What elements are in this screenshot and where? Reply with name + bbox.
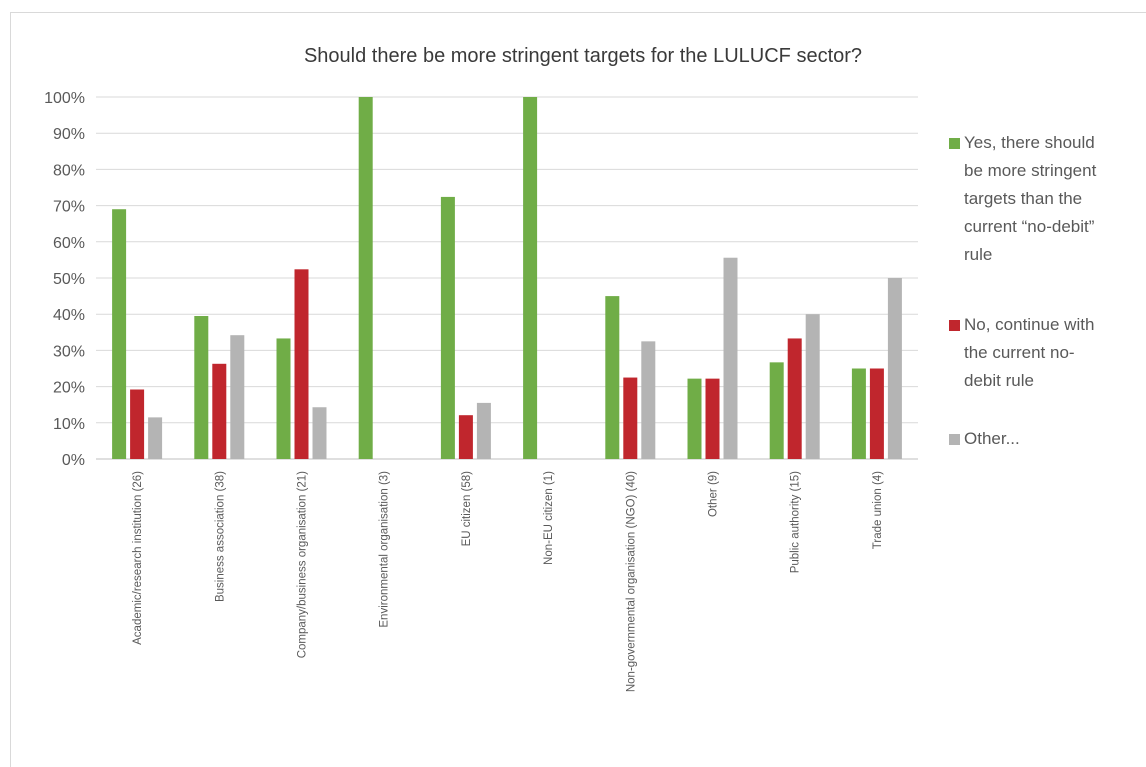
category-label: Other (9) [708, 471, 720, 517]
category-label: Non-EU citizen (1) [543, 471, 555, 565]
category-label: Business association (38) [214, 471, 226, 602]
y-tick-label: 10% [53, 416, 85, 433]
bar [851, 368, 866, 459]
bar [523, 97, 538, 459]
legend-label: No, continue with [964, 315, 1094, 334]
y-tick-label: 0% [62, 452, 85, 469]
bar [230, 335, 245, 459]
bar [641, 341, 656, 459]
y-tick-label: 20% [53, 380, 85, 397]
bar [440, 196, 455, 460]
bar [130, 389, 145, 459]
y-tick-label: 70% [53, 199, 85, 216]
bars [112, 97, 902, 460]
legend-label: rule [964, 245, 992, 264]
legend-swatch [949, 434, 960, 445]
category-label: Public authority (15) [790, 471, 802, 573]
bar [112, 209, 127, 459]
bar [194, 316, 209, 459]
bar [869, 368, 884, 459]
x-axis-category-labels: Academic/research institution (26) Busine… [132, 471, 884, 692]
legend-swatch [949, 320, 960, 331]
category-label: Academic/research institution (26) [132, 471, 144, 645]
bar [294, 269, 309, 459]
legend-label: the current no- [964, 343, 1075, 362]
category-label: Environmental organisation (3) [379, 471, 391, 628]
chart-title: Should there be more stringent targets f… [304, 45, 862, 67]
bar [605, 296, 620, 459]
bar [358, 97, 373, 459]
legend-swatch [949, 138, 960, 149]
legend-label: current “no-debit” [964, 217, 1095, 236]
y-tick-label: 100% [44, 90, 85, 107]
bar [212, 363, 227, 459]
legend-label: be more stringent [964, 161, 1097, 180]
legend-label: debit rule [964, 371, 1034, 390]
category-label: EU citizen (58) [461, 471, 473, 547]
category-label: Trade union (4) [872, 471, 884, 549]
bar [148, 417, 163, 459]
y-tick-label: 60% [53, 235, 85, 252]
bar [687, 378, 702, 459]
bar [787, 338, 802, 459]
bar [723, 257, 738, 459]
category-label: Non-governmental organisation (NGO) (40) [625, 471, 637, 692]
y-tick-label: 50% [53, 271, 85, 288]
legend: Yes, there should be more stringent target… [949, 133, 1097, 448]
bar [887, 278, 902, 459]
bar [805, 314, 820, 459]
bar [458, 415, 473, 459]
y-tick-label: 30% [53, 343, 85, 360]
legend-label: Yes, there should [964, 133, 1095, 152]
y-tick-label: 80% [53, 162, 85, 179]
bar [623, 377, 638, 459]
bar [476, 402, 491, 459]
legend-label: targets than the [964, 189, 1082, 208]
bar [705, 378, 720, 459]
bar [312, 407, 327, 459]
y-axis-tick-labels: 0% 10% 20% 30% 40% 50% 60% 70% 80% 90% 100% [44, 90, 85, 469]
bar [276, 338, 291, 459]
legend-label: Other... [964, 429, 1020, 448]
bar [769, 362, 784, 459]
y-tick-label: 40% [53, 307, 85, 324]
category-label: Company/business organisation (21) [297, 471, 309, 658]
y-tick-label: 90% [53, 126, 85, 143]
